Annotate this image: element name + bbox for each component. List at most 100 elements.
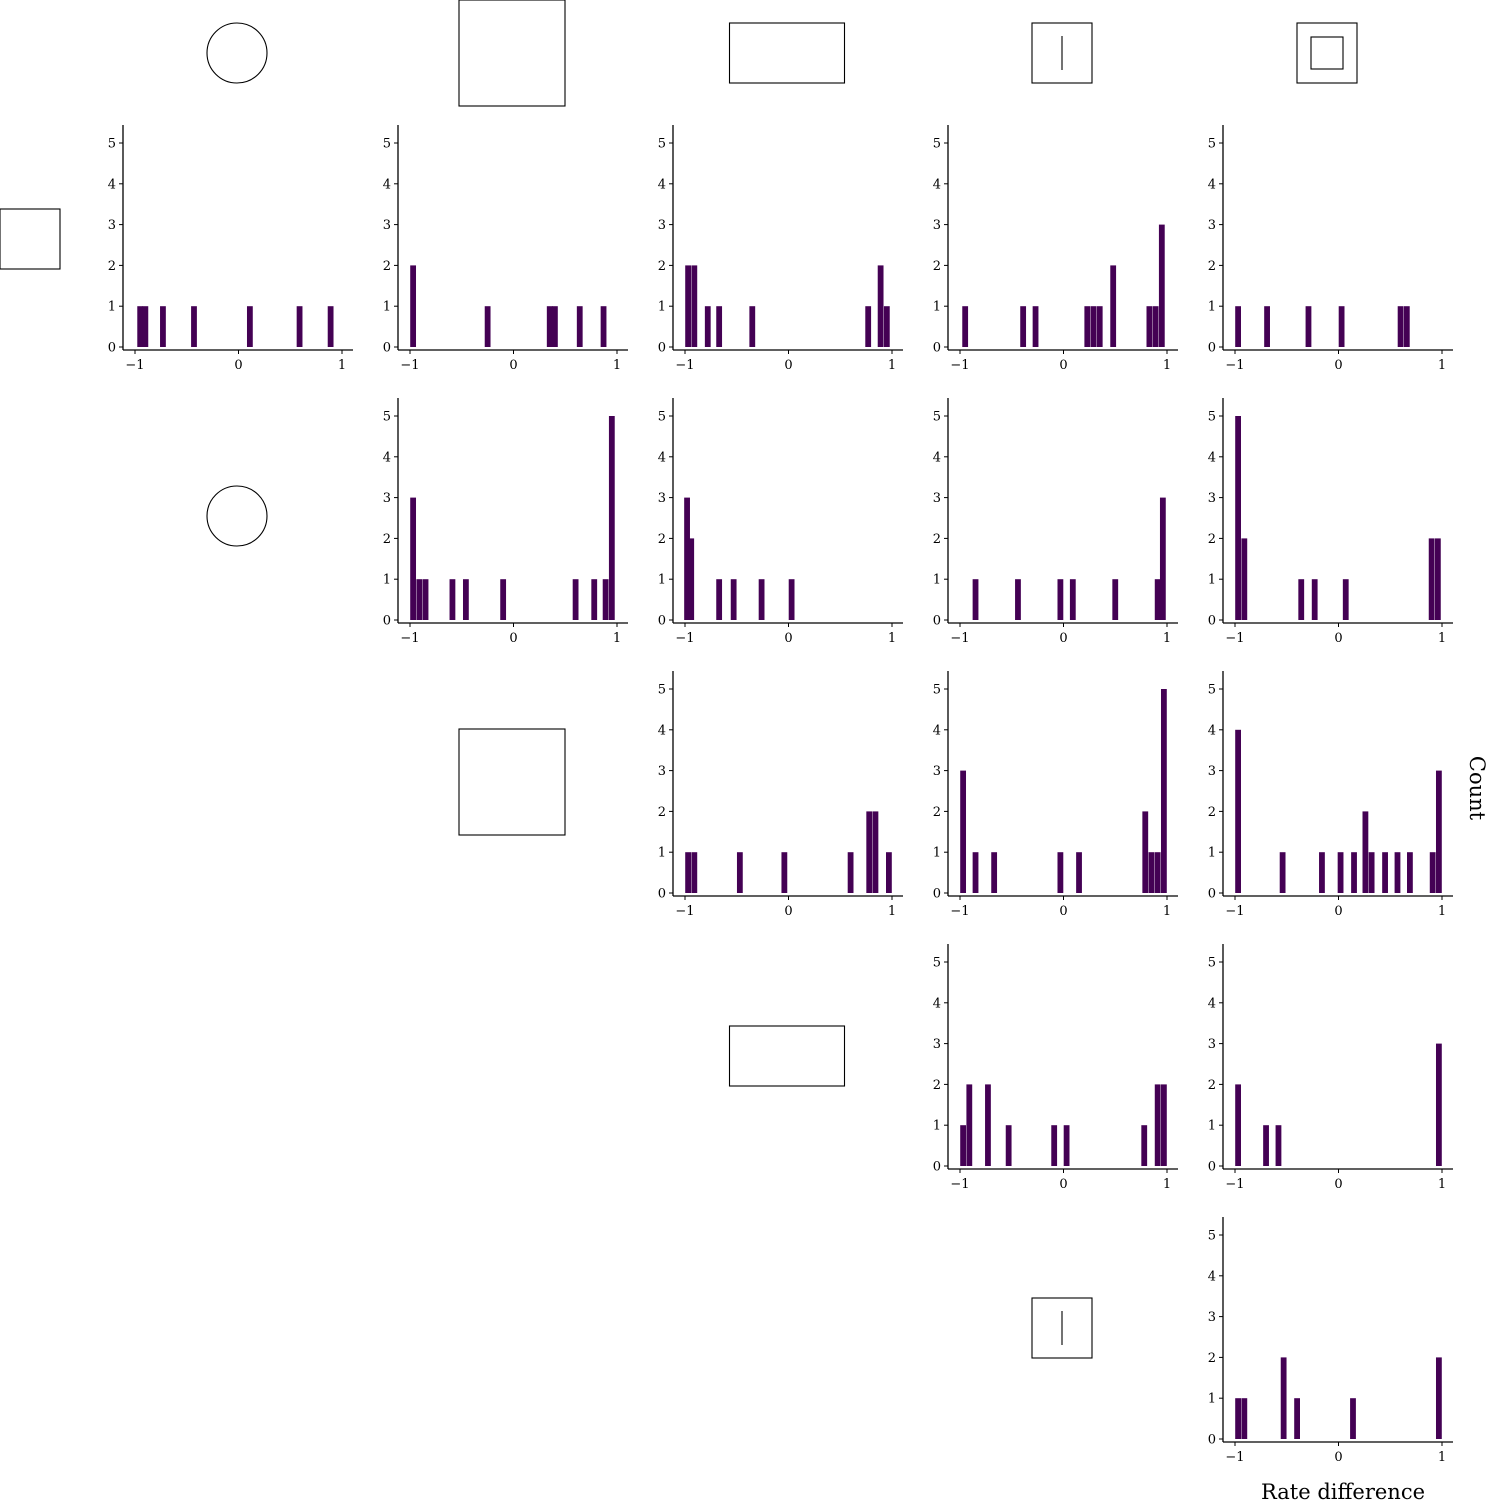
y-tick-label: 1 bbox=[658, 846, 666, 861]
histogram-bar bbox=[688, 538, 695, 620]
histogram-bar bbox=[872, 811, 879, 893]
y-tick-label: 1 bbox=[933, 1119, 941, 1134]
y-tick-label: 5 bbox=[933, 137, 941, 152]
y-tick-label: 3 bbox=[658, 491, 666, 506]
y-tick-label: 3 bbox=[1208, 764, 1216, 779]
histogram-bar bbox=[416, 579, 423, 620]
y-tick-label: 4 bbox=[1208, 996, 1216, 1011]
x-tick-label: −1 bbox=[125, 358, 144, 373]
histogram-bar bbox=[966, 1084, 973, 1166]
histogram-bar bbox=[1241, 1398, 1248, 1439]
y-tick-label: 5 bbox=[933, 683, 941, 698]
histogram-bar bbox=[1294, 1398, 1300, 1439]
y-tick-label: 0 bbox=[383, 614, 391, 629]
x-tick-label: −1 bbox=[675, 904, 694, 919]
histogram-bar bbox=[1154, 1084, 1161, 1166]
histogram-bar bbox=[591, 579, 598, 620]
x-tick-label: 0 bbox=[1334, 358, 1342, 373]
square-large-glyph bbox=[458, 0, 566, 107]
x-tick-label: 0 bbox=[1059, 358, 1067, 373]
y-tick-label: 0 bbox=[933, 1160, 941, 1175]
x-tick-label: 0 bbox=[509, 358, 517, 373]
y-tick-label: 5 bbox=[658, 410, 666, 425]
histogram-bar bbox=[1434, 538, 1441, 620]
x-tick-label: −1 bbox=[950, 1177, 969, 1192]
histogram-panel: 0 1 2 3 4 5 −1 0 1 bbox=[658, 671, 903, 919]
y-tick-label: 5 bbox=[383, 410, 391, 425]
histogram-bar bbox=[1110, 265, 1117, 347]
histogram-bar bbox=[1362, 811, 1369, 893]
circle-glyph bbox=[206, 485, 268, 547]
histogram-bar bbox=[877, 265, 884, 347]
histogram-bar bbox=[1084, 306, 1091, 347]
histogram-bar bbox=[1280, 1357, 1287, 1439]
histogram-bar bbox=[160, 306, 166, 347]
histogram-bar bbox=[602, 579, 609, 620]
histogram-bar bbox=[1096, 306, 1103, 347]
y-tick-label: 0 bbox=[1208, 1433, 1216, 1448]
histogram-bar bbox=[1159, 497, 1166, 620]
histogram-bar bbox=[1141, 1125, 1148, 1166]
y-tick-label: 0 bbox=[108, 341, 116, 356]
y-tick-label: 3 bbox=[933, 491, 941, 506]
x-tick-label: −1 bbox=[950, 904, 969, 919]
y-tick-label: 4 bbox=[1208, 450, 1216, 465]
y-tick-label: 3 bbox=[933, 218, 941, 233]
x-tick-label: −1 bbox=[400, 358, 419, 373]
x-tick-label: 0 bbox=[1334, 1450, 1342, 1465]
x-tick-label: 1 bbox=[1438, 904, 1446, 919]
x-tick-label: 0 bbox=[784, 358, 792, 373]
x-tick-label: 0 bbox=[784, 904, 792, 919]
histogram-bar bbox=[1063, 1125, 1070, 1166]
histogram-bar bbox=[1235, 306, 1241, 347]
x-tick-label: 0 bbox=[1059, 1177, 1067, 1192]
y-tick-label: 2 bbox=[1208, 532, 1216, 547]
y-tick-label: 2 bbox=[1208, 1351, 1216, 1366]
histogram-bar bbox=[1112, 579, 1119, 620]
histogram-bar bbox=[1160, 689, 1167, 893]
histogram-bar bbox=[484, 306, 491, 347]
square-small-glyph bbox=[0, 208, 61, 270]
histogram-bar bbox=[410, 497, 417, 620]
histogram-bar bbox=[781, 852, 788, 893]
histogram-bar bbox=[691, 852, 698, 893]
y-tick-label: 0 bbox=[1208, 887, 1216, 902]
histogram-panel: 0 1 2 3 4 5 −1 0 1 bbox=[933, 125, 1178, 373]
histogram-bar bbox=[962, 306, 969, 347]
histogram-bar bbox=[991, 852, 998, 893]
histogram-bar bbox=[685, 852, 692, 893]
histogram-bar bbox=[1264, 306, 1270, 347]
histogram-bar bbox=[1241, 538, 1248, 620]
y-tick-label: 4 bbox=[383, 450, 391, 465]
y-tick-label: 0 bbox=[933, 614, 941, 629]
y-tick-label: 5 bbox=[1208, 410, 1216, 425]
histogram-bar bbox=[1263, 1125, 1269, 1166]
y-tick-label: 1 bbox=[1208, 1119, 1216, 1134]
y-tick-label: 1 bbox=[1208, 573, 1216, 588]
y-tick-label: 4 bbox=[383, 177, 391, 192]
y-tick-label: 3 bbox=[658, 218, 666, 233]
histogram-bar bbox=[1069, 579, 1076, 620]
histogram-bar bbox=[137, 306, 144, 347]
y-tick-label: 5 bbox=[1208, 1229, 1216, 1244]
square-with-vertical-line-glyph bbox=[1031, 22, 1093, 84]
y-tick-label: 2 bbox=[933, 259, 941, 274]
histogram-bar bbox=[758, 579, 765, 620]
y-tick-label: 3 bbox=[658, 764, 666, 779]
x-tick-label: 0 bbox=[1334, 904, 1342, 919]
histogram-bar bbox=[1146, 306, 1153, 347]
histogram-bar bbox=[142, 306, 149, 347]
y-tick-label: 1 bbox=[1208, 846, 1216, 861]
y-tick-label: 5 bbox=[383, 137, 391, 152]
x-tick-label: 1 bbox=[1438, 1450, 1446, 1465]
panel-layer: 0 1 2 3 4 5 −1 0 1 0 1 2 3 4 5 −1 0 1 0 1 2 3 4 5 −1 0 1 0 1 2 3 4 5 −1 0 1… bbox=[108, 125, 1453, 1465]
histogram-bar bbox=[847, 852, 854, 893]
y-tick-label: 3 bbox=[1208, 218, 1216, 233]
x-tick-label: 1 bbox=[888, 631, 896, 646]
histogram-panel: 0 1 2 3 4 5 −1 0 1 bbox=[108, 125, 353, 373]
y-tick-label: 4 bbox=[1208, 177, 1216, 192]
histogram-bar bbox=[1429, 852, 1436, 893]
y-tick-label: 4 bbox=[658, 450, 666, 465]
x-tick-label: −1 bbox=[1225, 1450, 1244, 1465]
histogram-bar bbox=[1382, 852, 1388, 893]
